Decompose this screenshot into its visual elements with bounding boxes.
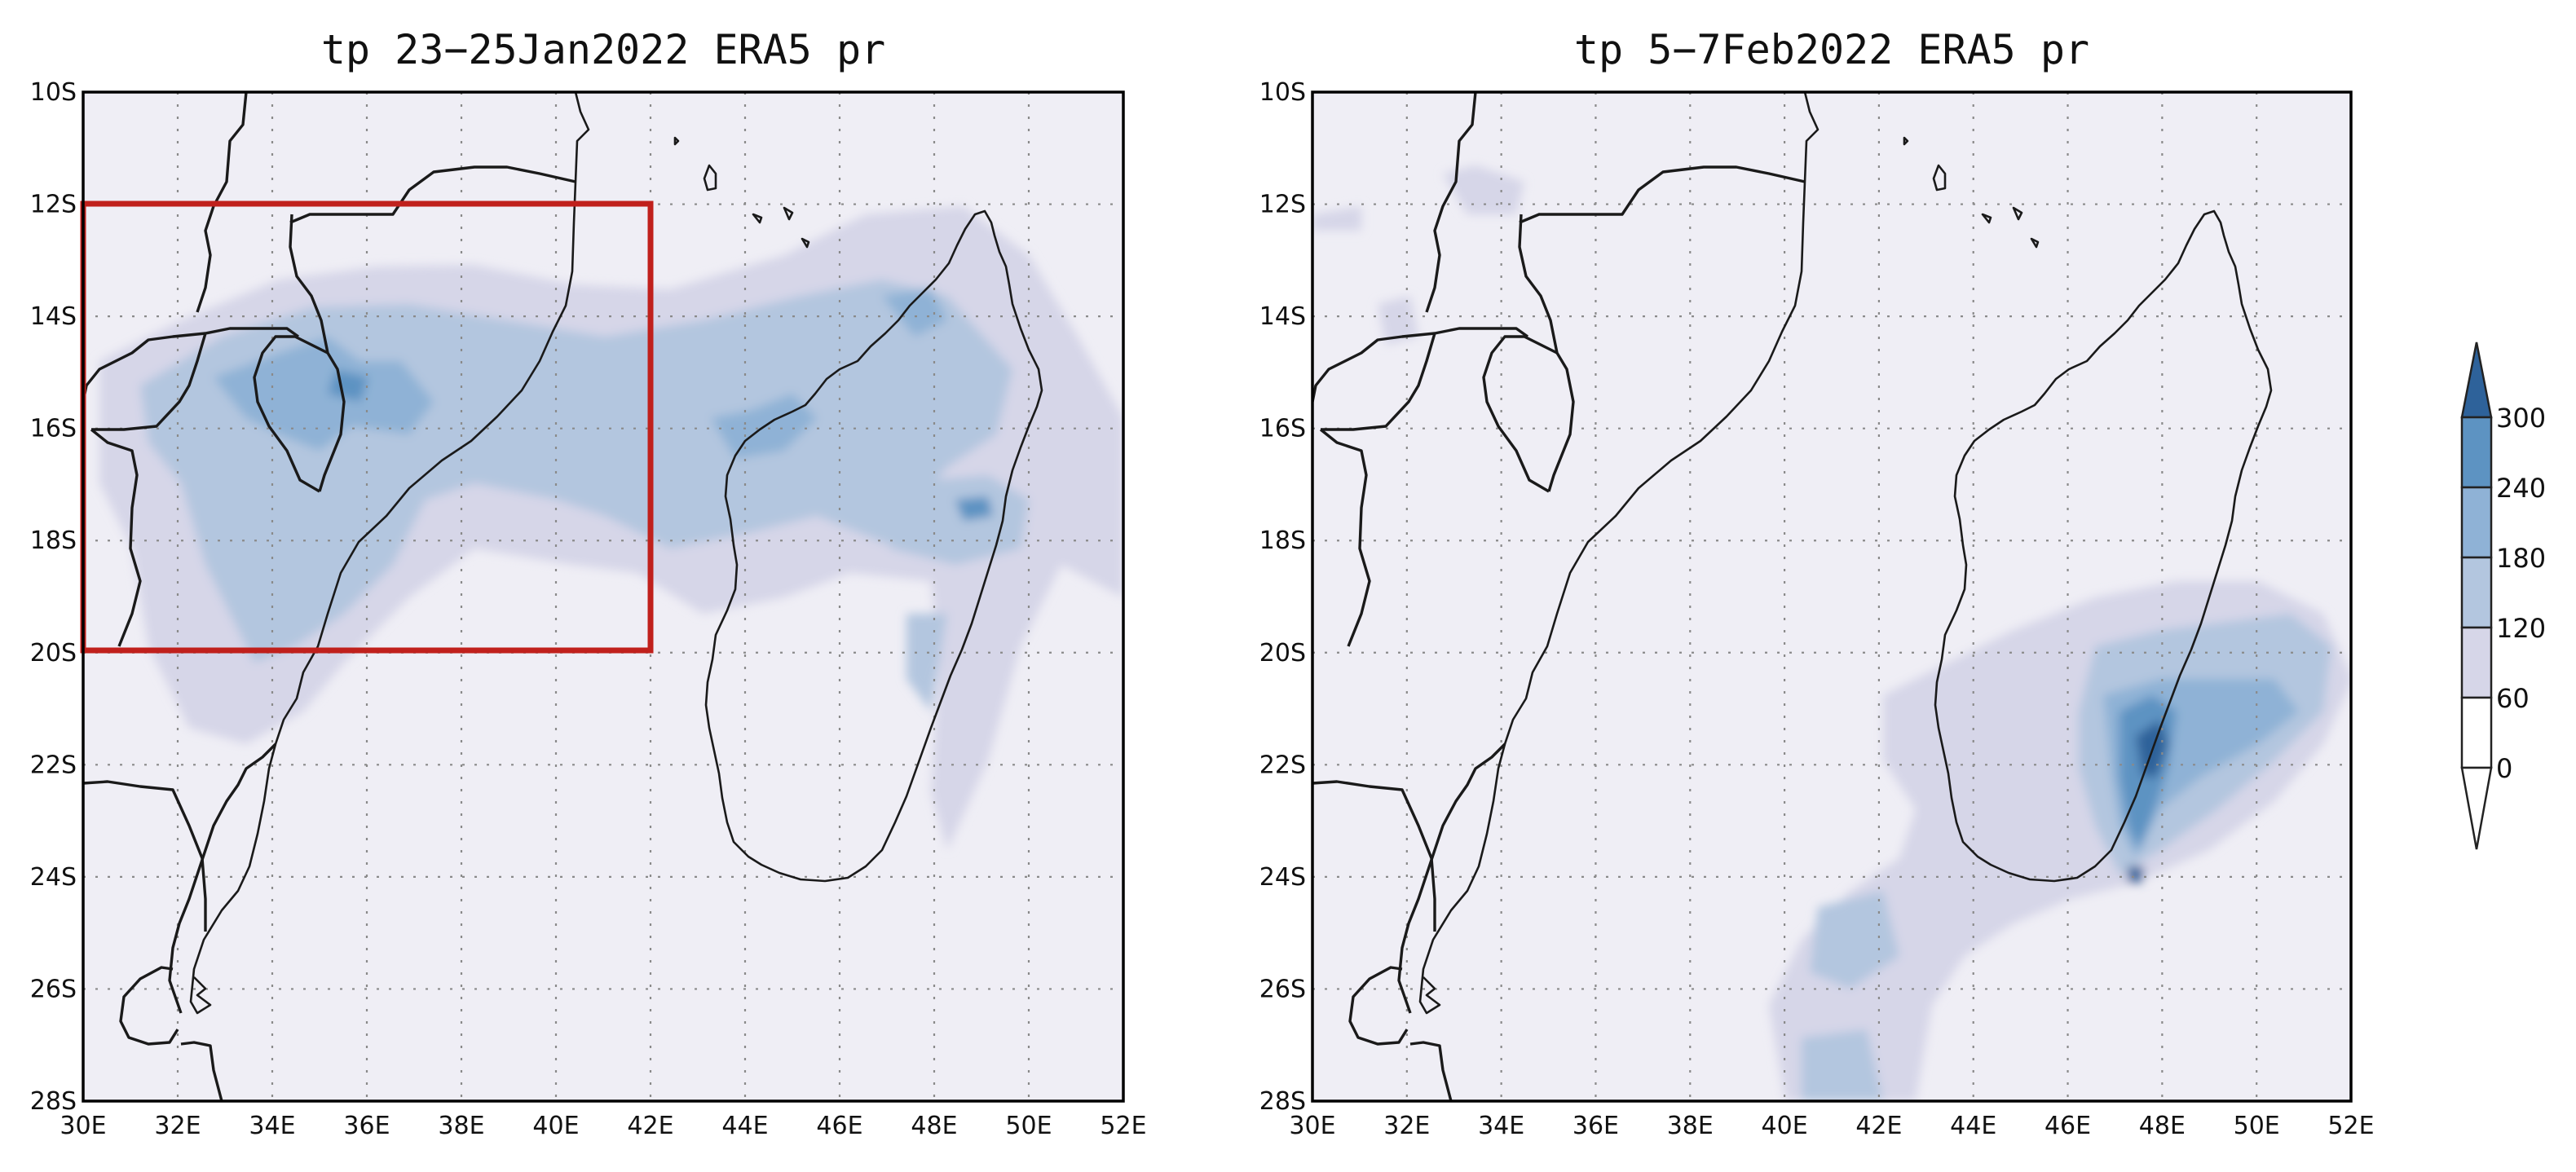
x-tick-label: 42E	[627, 1112, 673, 1140]
y-tick-label: 10S	[1259, 78, 1306, 107]
chart-title: tp 5−7Feb2022 ERA5 pr	[1574, 26, 2089, 73]
x-tick-label: 50E	[1005, 1112, 1052, 1140]
y-tick-label: 26S	[1259, 975, 1306, 1003]
x-tick-label: 30E	[60, 1112, 106, 1140]
y-tick-label: 24S	[1259, 863, 1306, 892]
precip-level-120b	[890, 475, 1029, 565]
colorbar-label: 240	[2496, 473, 2546, 504]
colorbar-bottom-arrow	[2460, 766, 2493, 850]
precip-level-300b	[2128, 866, 2144, 883]
colorbar-label: 60	[2496, 683, 2530, 714]
x-tick-label: 46E	[816, 1112, 862, 1140]
y-tick-label: 18S	[1259, 527, 1306, 555]
colorbar-bin-60-120	[2460, 626, 2493, 699]
colorbar-bin-0-60	[2460, 696, 2493, 769]
gridlines	[1312, 92, 2351, 1101]
colorbar-label: 300	[2496, 403, 2546, 434]
y-tick-label: 28S	[30, 1087, 77, 1116]
y-tick-label: 10S	[30, 78, 77, 107]
x-tick-label: 34E	[1478, 1112, 1524, 1140]
x-tick-label: 38E	[438, 1112, 484, 1140]
x-tick-label: 36E	[1573, 1112, 1619, 1140]
precip-level-180c	[882, 288, 947, 337]
chart-title: tp 23−25Jan2022 ERA5 pr	[321, 26, 885, 73]
x-tick-label: 50E	[2234, 1112, 2280, 1140]
y-tick-label: 20S	[1259, 639, 1306, 668]
x-tick-label: 40E	[532, 1112, 579, 1140]
x-tick-label: 32E	[154, 1112, 201, 1140]
colorbar-bin-240-300	[2460, 416, 2493, 489]
y-tick-labels: 10S 12S 14S 16S 18S 20S 22S 24S 26S 28S	[30, 78, 77, 1116]
x-tick-label: 36E	[343, 1112, 390, 1140]
y-tick-label: 12S	[1259, 191, 1306, 219]
plot-frame	[82, 90, 1125, 1103]
x-tick-label: 52E	[2327, 1112, 2374, 1140]
y-tick-label: 20S	[30, 639, 77, 668]
colorbar-label: 180	[2496, 543, 2546, 574]
x-tick-label: 48E	[911, 1112, 957, 1140]
colorbar: 300 240 180 120 60 0	[2460, 341, 2546, 850]
y-tick-label: 14S	[30, 302, 77, 331]
colorbar-top-arrow	[2460, 341, 2493, 419]
plot-frame	[1311, 90, 2353, 1103]
x-tick-label: 34E	[249, 1112, 295, 1140]
precip-level-60d	[1312, 206, 1361, 231]
precip-level-120b	[1810, 891, 1899, 989]
x-tick-label: 40E	[1762, 1112, 1808, 1140]
colorbar-bin-120-180	[2460, 556, 2493, 629]
x-tick-label: 48E	[2139, 1112, 2186, 1140]
y-tick-label: 22S	[1259, 751, 1306, 779]
precip-level-120c	[1802, 1029, 1883, 1101]
x-tick-label: 30E	[1289, 1112, 1335, 1140]
x-tick-label: 44E	[721, 1112, 768, 1140]
x-tick-label: 32E	[1383, 1112, 1430, 1140]
y-tick-label: 18S	[30, 527, 77, 555]
x-tick-label: 46E	[2044, 1112, 2091, 1140]
colorbar-label: 0	[2496, 753, 2512, 784]
precip-level-120c	[906, 614, 947, 712]
x-tick-labels: 30E 32E 34E 36E 38E 40E 42E 44E 46E 48E 50E 52E	[60, 1112, 1146, 1140]
precip-contours	[99, 206, 1123, 850]
y-tick-label: 24S	[30, 863, 77, 892]
y-tick-label: 16S	[30, 415, 77, 443]
precip-level-240	[955, 496, 993, 521]
x-tick-label: 38E	[1667, 1112, 1714, 1140]
x-tick-label: 44E	[1950, 1112, 1996, 1140]
map-panel-left: tp 23−25Jan2022 ERA5 pr 30E 32E 34E 36E 38E 4…	[30, 26, 1147, 1140]
y-tick-label: 26S	[30, 975, 77, 1003]
colorbar-label: 120	[2496, 613, 2546, 644]
map-panel-right: tp 5−7Feb2022 ERA5 pr 30E 32E 34E 36E 38E 40E…	[1259, 26, 2375, 1140]
y-tick-label: 22S	[30, 751, 77, 779]
precip-contours	[1312, 165, 2351, 1101]
y-tick-labels: 10S 12S 14S 16S 18S 20S 22S 24S 26S 28S	[1259, 78, 1306, 1116]
y-tick-label: 16S	[1259, 415, 1306, 443]
x-tick-label: 42E	[1855, 1112, 1902, 1140]
y-tick-label: 12S	[30, 191, 77, 219]
y-tick-label: 14S	[1259, 302, 1306, 331]
precip-level-60c	[1378, 296, 1418, 345]
y-tick-label: 28S	[1259, 1087, 1306, 1116]
colorbar-bin-180-240	[2460, 486, 2493, 559]
precip-level-60b	[1443, 165, 1524, 214]
x-tick-label: 52E	[1100, 1112, 1146, 1140]
x-tick-labels: 30E 32E 34E 36E 38E 40E 42E 44E 46E 48E 50E 52E	[1289, 1112, 2374, 1140]
